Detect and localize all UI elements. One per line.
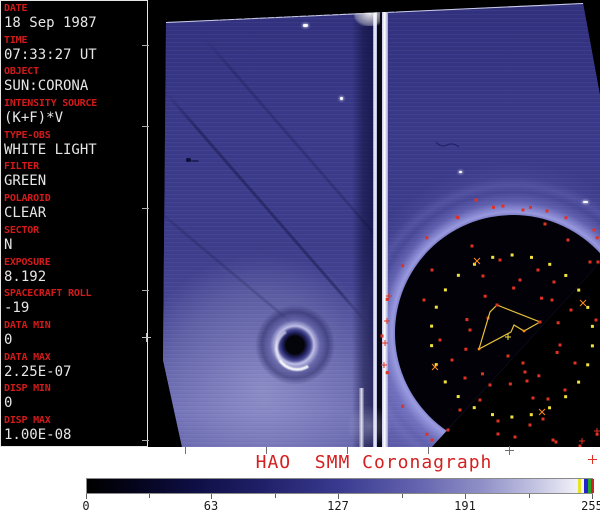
field-label: DISP MAX [4,413,147,427]
field-value: WHITE LIGHT [4,142,147,159]
metadata-field: SPACECRAFT ROLL-19 [1,286,147,318]
colorbar-minor-tick [402,494,403,498]
field-value: SUN:CORONA [4,78,147,95]
field-label: SECTOR [4,223,147,237]
metadata-field: INTENSITY SOURCE(K+F)*V [1,96,147,128]
field-value: CLEAR [4,205,147,222]
field-value: 0 [4,332,147,349]
red-inner-circle-dots [464,287,559,386]
field-value: 0 [4,395,147,412]
field-label: SPACECRAFT ROLL [4,286,147,300]
field-value: 1.00E-08 [4,427,147,444]
field-value: (K+F)*V [4,110,147,127]
field-label: INTENSITY SOURCE [4,96,147,110]
field-label: DATE [4,1,147,15]
alignment-polygon [478,304,542,351]
colorbar-label: 0 [66,499,106,513]
plot-title: HAO SMM Coronagraph [148,452,600,473]
frame-tick-left [142,208,149,209]
field-label: DATA MAX [4,350,147,364]
field-value: 2.25E-07 [4,364,147,381]
field-value: GREEN [4,173,147,190]
colorbar-minor-tick [149,494,150,498]
field-label: OBJECT [4,64,147,78]
fiducial-plus [142,333,151,342]
colorbar-label: 255 [572,499,600,513]
field-value: N [4,237,147,254]
red-star-dots [423,199,600,448]
field-label: TIME [4,33,147,47]
field-value: 07:33:27 UT [4,47,147,64]
field-label: DISP MIN [4,381,147,395]
colorbar [86,478,593,494]
field-value: 18 Sep 1987 [4,15,147,32]
red-outer-circle-dots [381,206,600,447]
red-plus-marks [381,293,600,444]
palette-stripe [578,479,581,493]
squiggle-artifact [436,142,459,147]
palette-stripe [591,479,594,493]
coronagraph-image [148,0,600,447]
frame-tick-left [142,290,149,291]
colorbar-minor-tick [275,494,276,498]
colorbar-label: 191 [445,499,485,513]
field-label: DATA MIN [4,318,147,332]
field-label: POLAROID [4,191,147,205]
colorbar-label: 63 [191,499,231,513]
field-label: TYPE-OBS [4,128,147,142]
field-value: 8.192 [4,269,147,286]
frame-tick-left [142,45,149,46]
yellow-circle-dots [430,254,594,419]
fiducial-dots-overlay [148,0,600,447]
frame-tick-left [142,440,149,441]
colorbar-label: 127 [318,499,358,513]
field-label: FILTER [4,159,147,173]
field-value: -19 [4,300,147,317]
colorbar-minor-tick [529,494,530,498]
frame-tick-left [142,126,149,127]
field-label: EXPOSURE [4,255,147,269]
